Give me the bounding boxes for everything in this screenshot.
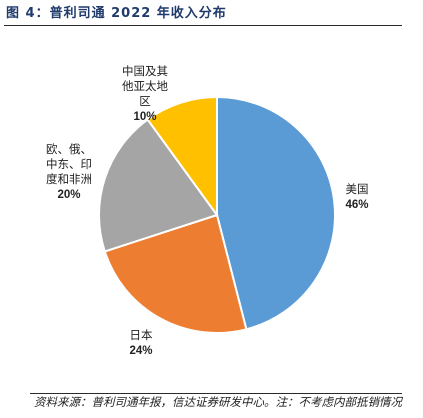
title-rule xyxy=(4,25,402,26)
slice-label-2-line-2: 度和非洲 xyxy=(46,172,92,186)
slice-label-3-line-2: 区 xyxy=(139,94,151,108)
source-note: 资料来源：普利司通年报，信达证券研发中心。注：不考虑内部抵销情况 xyxy=(34,395,402,409)
slice-value-label-0: 46% xyxy=(345,199,368,211)
pie-slices xyxy=(98,95,336,334)
pie-slice-2 xyxy=(98,118,219,253)
slice-value-label-2: 20% xyxy=(57,189,80,201)
figure-title: 图 4：普利司通 2022 年收入分布 xyxy=(6,6,227,21)
slice-label-2-line-1: 中东、印 xyxy=(46,157,92,171)
pie-slice-1 xyxy=(103,213,248,334)
source-rule xyxy=(30,393,402,394)
pie-slice-0 xyxy=(216,95,336,331)
slice-label-3-line-0: 中国及其 xyxy=(122,64,168,78)
slice-label-1-line-0: 日本 xyxy=(130,328,153,342)
slice-label-0-line-0: 美国 xyxy=(346,182,369,196)
slice-label-2-line-0: 欧、俄、 xyxy=(46,142,92,156)
slice-value-label-3: 10% xyxy=(133,111,156,123)
pie-slice-3 xyxy=(146,95,218,219)
slice-value-label-1: 24% xyxy=(129,345,152,357)
slice-label-3-line-1: 他亚太地 xyxy=(122,79,168,93)
